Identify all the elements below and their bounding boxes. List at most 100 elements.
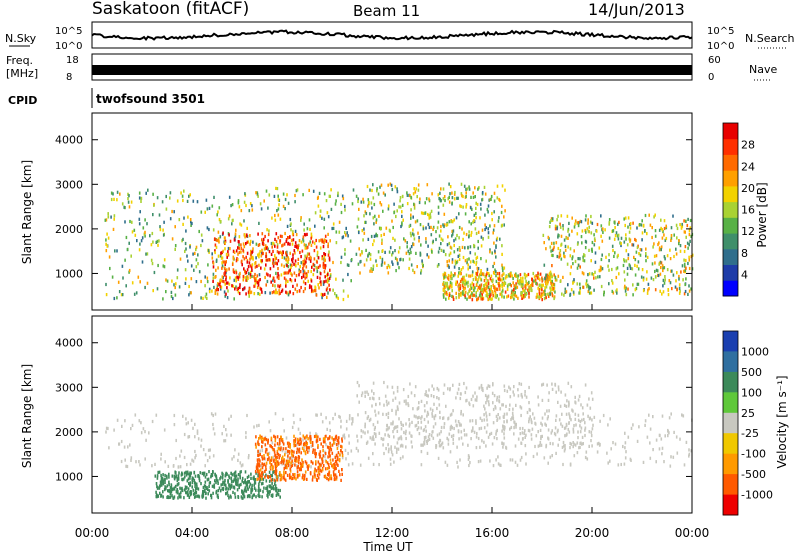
velocity-cell [258, 486, 260, 491]
power-cell [498, 197, 500, 202]
velocity-cell [517, 388, 519, 392]
power-cell [275, 232, 278, 236]
power-cell [310, 285, 313, 289]
velocity-cell [460, 409, 462, 414]
power-cell [477, 296, 480, 300]
power-cell [639, 248, 642, 252]
power-cell [224, 262, 226, 266]
power-cell [357, 217, 360, 221]
velocity-cell [155, 482, 158, 486]
velocity-cell [516, 463, 519, 467]
velocity-cell [562, 462, 564, 467]
power-cell [289, 263, 292, 267]
power-cell [683, 249, 686, 254]
velocity-cell [295, 456, 298, 460]
power-cell [614, 251, 616, 255]
velocity-cell [343, 433, 346, 437]
power-cell [282, 204, 285, 208]
power-cell [654, 269, 656, 274]
power-cell [213, 285, 215, 289]
power-cell [304, 246, 307, 250]
power-cell [307, 279, 309, 283]
velocity-cell [438, 403, 441, 407]
velocity-cell [238, 485, 240, 490]
power-cell [410, 216, 412, 220]
power-cell [267, 239, 269, 243]
power-cell [454, 190, 456, 195]
power-cell [469, 295, 472, 299]
power-cell [430, 225, 432, 229]
power-cell [463, 282, 466, 286]
power-cell [554, 227, 557, 231]
power-cell [591, 272, 593, 276]
power-cell [670, 226, 673, 230]
velocity-cell [202, 485, 205, 490]
power-cell [105, 293, 108, 297]
velocity-cell [281, 462, 283, 466]
power-cell [357, 197, 359, 201]
power-cell [316, 253, 319, 257]
velocity-colorbar-swatch [723, 474, 738, 495]
velocity-cell [509, 458, 512, 462]
power-cell [571, 255, 574, 259]
velocity-cell [495, 458, 497, 462]
x-tick-label: 20:00 [575, 526, 610, 540]
velocity-cell [233, 486, 236, 490]
power-cell [544, 286, 546, 290]
power-cell [274, 261, 276, 265]
velocity-cell [683, 463, 686, 467]
power-cell [416, 265, 418, 269]
velocity-cell [318, 452, 321, 457]
power-cell [319, 209, 322, 213]
velocity-cell [181, 488, 184, 493]
power-cell [684, 264, 686, 268]
power-cell [277, 259, 280, 263]
power-cell [261, 241, 264, 246]
power-cell [579, 219, 582, 223]
power-cell [684, 245, 687, 249]
velocity-cell [284, 453, 286, 457]
velocity-cell [193, 471, 195, 475]
power-cell [603, 293, 605, 297]
power-cell [231, 284, 233, 288]
power-cell [184, 281, 187, 285]
power-cell [483, 286, 486, 290]
power-cell [197, 253, 199, 257]
power-cell [270, 241, 273, 246]
velocity-cell [423, 438, 426, 442]
velocity-cell [177, 465, 180, 469]
velocity-cell [675, 435, 678, 439]
power-cell [451, 258, 454, 262]
power-cell [641, 231, 644, 235]
power-cell [451, 282, 453, 286]
power-cell [472, 220, 474, 224]
power-cell [634, 273, 637, 277]
power-cell [192, 199, 195, 203]
power-cell [220, 285, 223, 289]
velocity-cell [456, 445, 458, 449]
power-cell [691, 253, 694, 257]
velocity-cell [107, 426, 109, 431]
velocity-cell [506, 420, 508, 424]
power-cell [421, 259, 423, 263]
velocity-cell [282, 461, 285, 465]
power-cell [320, 238, 322, 242]
power-cell [449, 185, 452, 189]
power-cell [487, 272, 490, 276]
freq-trace [92, 65, 692, 75]
velocity-cell [321, 461, 324, 465]
velocity-cell [305, 445, 308, 449]
velocity-cell [459, 396, 462, 401]
power-cell [663, 255, 666, 259]
power-cell [359, 271, 361, 275]
velocity-cell [642, 460, 645, 464]
power-cell [504, 281, 507, 285]
power-cell [228, 267, 230, 271]
power-cell [474, 186, 476, 190]
power-cell [511, 294, 513, 298]
power-cell [234, 276, 237, 280]
power-cell [377, 192, 380, 196]
velocity-cell [258, 474, 261, 479]
velocity-cell [296, 450, 298, 455]
power-cell [369, 253, 372, 257]
